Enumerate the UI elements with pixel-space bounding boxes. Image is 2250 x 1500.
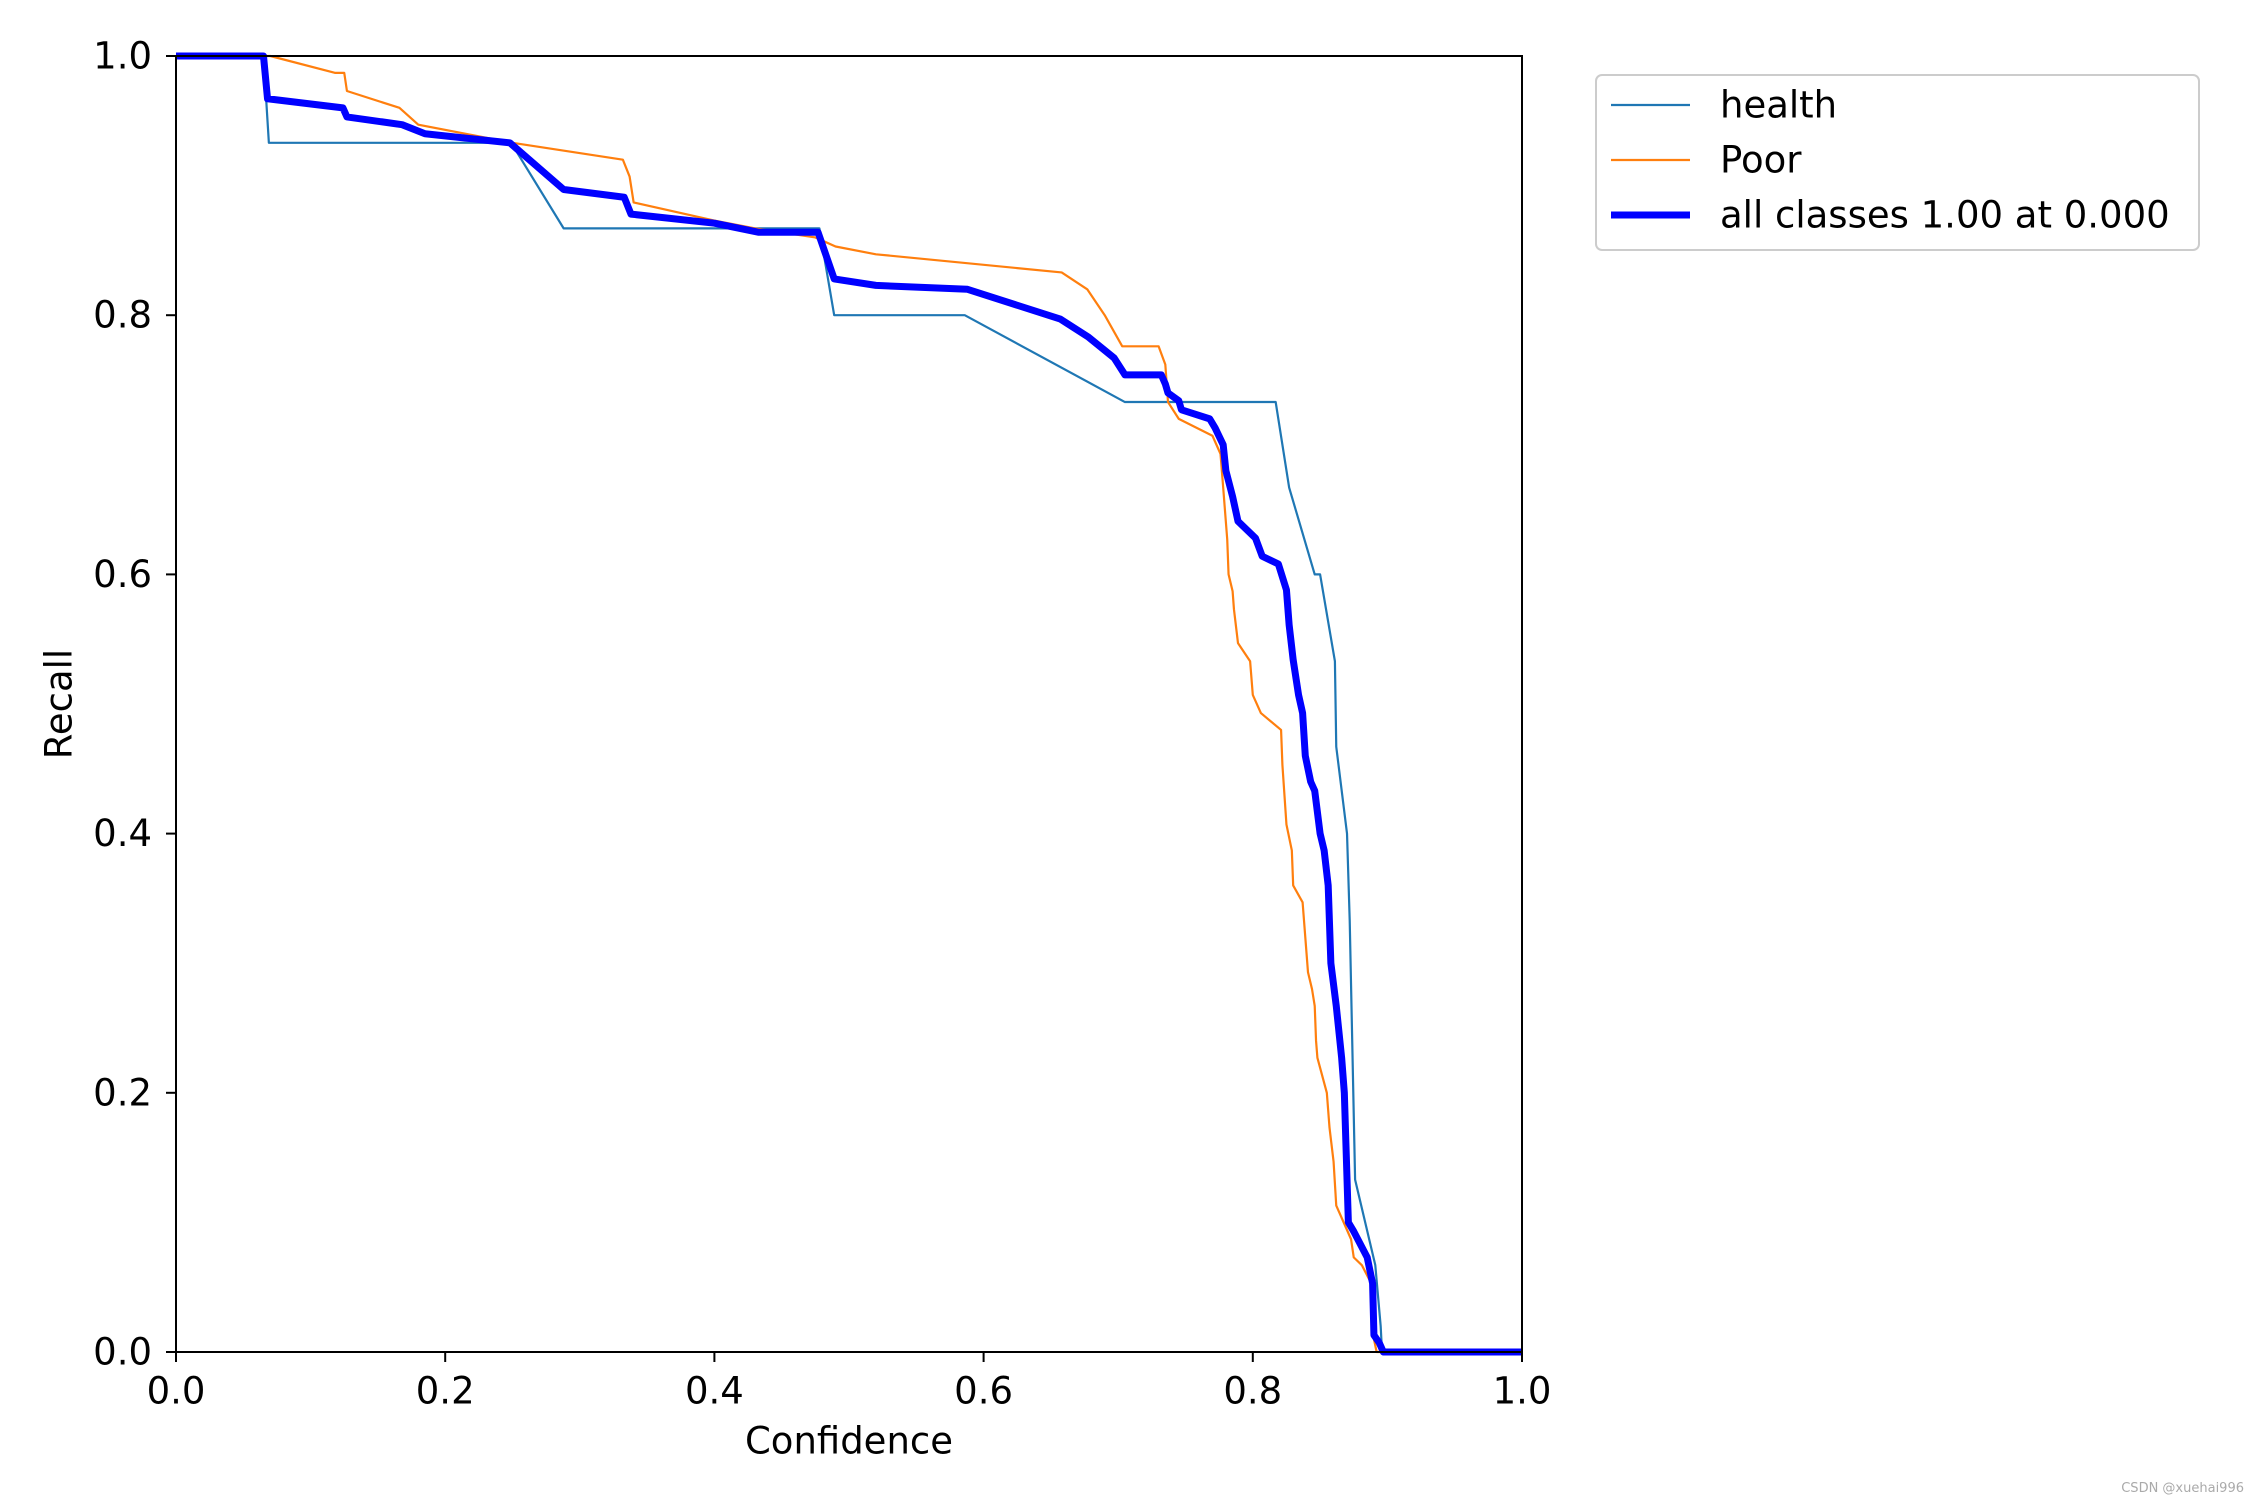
series-line-all-classes-1-00-at-0-000 xyxy=(176,52,1522,1356)
y-tick-label: 0.2 xyxy=(93,1071,152,1114)
watermark-text: CSDN @xuehai996 xyxy=(2121,1481,2244,1496)
y-axis-label: Recall xyxy=(38,649,81,759)
y-tick-label: 0.8 xyxy=(93,294,152,337)
plot-frame xyxy=(175,55,1523,1353)
x-tick-label: 0.0 xyxy=(147,1370,206,1413)
series-line-health xyxy=(176,54,1522,1354)
x-tick-label: 0.8 xyxy=(1223,1370,1282,1413)
legend: health Poor all classes 1.00 at 0.000 xyxy=(1595,74,2200,251)
y-axis-ticks: 0.0 0.2 0.4 0.6 0.8 1.0 xyxy=(93,35,176,1374)
legend-label-poor: Poor xyxy=(1720,139,1802,182)
x-tick-label: 1.0 xyxy=(1493,1370,1552,1413)
x-tick-label: 0.2 xyxy=(416,1370,475,1413)
y-tick-label: 0.6 xyxy=(93,553,152,596)
x-axis-ticks: 0.0 0.2 0.4 0.6 0.8 1.0 xyxy=(147,1352,1552,1413)
x-tick-label: 0.6 xyxy=(954,1370,1013,1413)
y-tick-label: 0.0 xyxy=(93,1331,152,1374)
legend-frame xyxy=(1595,74,2200,251)
series-layer xyxy=(176,52,1522,1356)
legend-label-health: health xyxy=(1720,84,1837,127)
series-line-poor xyxy=(176,54,1522,1354)
y-tick-label: 0.4 xyxy=(93,812,152,855)
x-axis-label: Confidence xyxy=(745,1420,953,1463)
y-tick-label: 1.0 xyxy=(93,35,152,78)
x-tick-label: 0.4 xyxy=(685,1370,744,1413)
legend-label-all-classes: all classes 1.00 at 0.000 xyxy=(1720,194,2170,237)
